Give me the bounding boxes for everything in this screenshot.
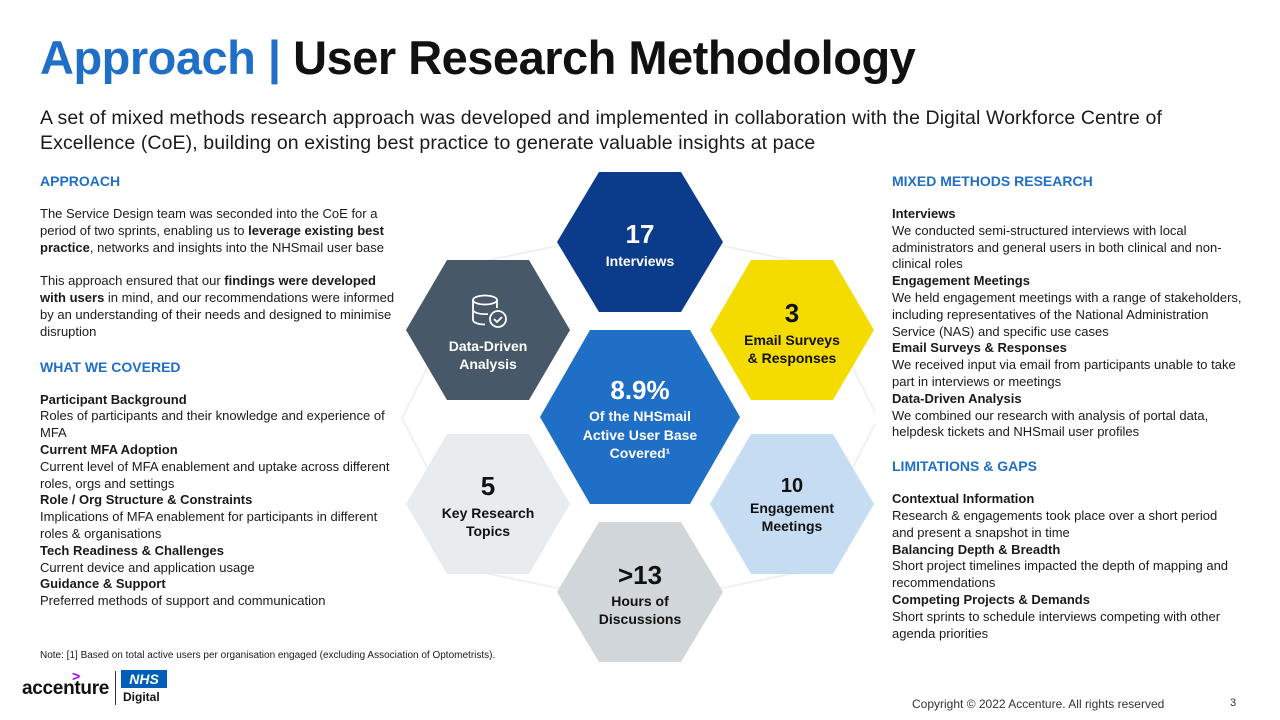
- hex-key-research-topics: [406, 434, 570, 574]
- item-body: Current level of MFA enablement and upta…: [40, 458, 390, 491]
- hexagon-cluster: 17 Interviews 3 Email Surveys & Response…: [400, 172, 875, 662]
- hex-data-driven-analysis: [406, 260, 570, 400]
- database-check-icon: [472, 294, 507, 328]
- list-item: Balancing Depth & Breadth Short project t…: [892, 542, 1242, 592]
- limitations-list: Contextual Information Research & engagem…: [892, 491, 1242, 642]
- list-item: Contextual Information Research & engagem…: [892, 491, 1242, 541]
- hex-meetings-label-2: Meetings: [762, 518, 823, 534]
- hex-surveys-label-2: & Responses: [748, 350, 837, 366]
- list-item: Role / Org Structure & Constraints Implic…: [40, 492, 400, 542]
- hex-interviews: [557, 172, 723, 312]
- hex-engagement-meetings: [710, 434, 874, 574]
- nhs-logo: NHS: [121, 670, 167, 688]
- limitations-heading: LIMITATIONS & GAPS: [892, 458, 1037, 475]
- page-subtitle: A set of mixed methods research approach…: [40, 107, 1162, 154]
- mixed-methods-heading: MIXED METHODS RESEARCH: [892, 173, 1093, 189]
- footnote: Note: [1] Based on total active users pe…: [40, 650, 496, 661]
- item-head: Participant Background: [40, 391, 187, 407]
- title-approach: Approach: [40, 31, 256, 84]
- hex-center-number: 8.9%: [610, 375, 669, 405]
- logo-divider: [115, 671, 116, 705]
- hex-topics-label-2: Topics: [466, 523, 510, 539]
- hex-topics-label-1: Key Research: [442, 505, 535, 521]
- p1-text-c: , networks and insights into the NHSmail…: [89, 239, 384, 255]
- hex-meetings-number: 10: [781, 475, 803, 497]
- list-item: Data-Driven Analysis We combined our rese…: [892, 391, 1242, 441]
- hex-surveys-number: 3: [785, 298, 799, 328]
- p1-text-a: The Service Design team was seconded int…: [40, 206, 378, 238]
- page-number: 3: [1230, 697, 1237, 709]
- item-body: We received input via email from partici…: [892, 357, 1236, 389]
- p2-text-c: in mind, and our recommendations were in…: [40, 290, 395, 339]
- item-head: Guidance & Support: [40, 576, 166, 592]
- hex-analysis-label-1: Data-Driven: [449, 338, 528, 354]
- item-body: We conducted semi-structured interviews …: [892, 222, 1222, 272]
- logos: > accenture NHS Digital: [20, 668, 180, 708]
- hex-interviews-number: 17: [626, 219, 655, 249]
- item-head: Competing Projects & Demands: [892, 591, 1090, 607]
- list-item: Engagement Meetings We held engagement me…: [892, 273, 1242, 340]
- left-column: APPROACH The Service Design team was sec…: [40, 172, 400, 610]
- list-item: Email Surveys & Responses We received inp…: [892, 340, 1242, 390]
- covered-heading: WHAT WE COVERED: [40, 358, 181, 375]
- hex-center-coverage: [540, 330, 740, 504]
- item-head: Interviews: [892, 206, 956, 221]
- hex-center-label-1: Of the NHSmail: [589, 408, 691, 424]
- list-item: Current MFA Adoption Current level of MFA…: [40, 442, 400, 492]
- hex-center-label-3: Covered¹: [610, 445, 671, 461]
- item-body: Implications of MFA enablement for parti…: [40, 509, 378, 541]
- item-body: Roles of participants and their knowledg…: [40, 408, 385, 441]
- hex-center-label-2: Active User Base: [583, 427, 698, 443]
- title-main: User Research Methodology: [293, 31, 916, 84]
- hex-hours-number: >13: [618, 560, 662, 590]
- item-head: Balancing Depth & Breadth: [892, 541, 1061, 557]
- item-head: Tech Readiness & Challenges: [40, 542, 224, 558]
- list-item: Tech Readiness & Challenges Current devic…: [40, 543, 400, 577]
- accenture-logo: accenture: [22, 678, 110, 699]
- hex-email-surveys: [710, 260, 874, 400]
- item-body: Preferred methods of support and communi…: [40, 593, 326, 609]
- approach-paragraph-1: The Service Design team was seconded int…: [40, 206, 400, 256]
- nhs-digital-label: Digital: [123, 690, 160, 704]
- hex-interviews-label: Interviews: [606, 253, 675, 269]
- item-body: We combined our research with analysis o…: [892, 407, 1209, 440]
- page-title: Approach | User Research Methodology: [40, 30, 916, 85]
- covered-list: Participant Background Roles of participa…: [40, 392, 400, 610]
- title-separator: |: [255, 31, 294, 84]
- approach-heading: APPROACH: [40, 173, 121, 189]
- list-item: Guidance & Support Preferred methods of s…: [40, 576, 400, 610]
- item-head: Contextual Information: [892, 491, 1035, 507]
- hex-hours-label-1: Hours of: [611, 593, 669, 609]
- hex-hours-discussions: [557, 522, 723, 662]
- item-body: Current device and application usage: [40, 559, 255, 575]
- item-body: Short project timelines impacted the dep…: [892, 558, 1229, 591]
- item-head: Data-Driven Analysis: [892, 390, 1022, 406]
- hex-meetings-label-1: Engagement: [750, 500, 834, 516]
- item-head: Email Surveys & Responses: [892, 340, 1067, 356]
- p1-text-bold: leverage existing best practice: [40, 222, 384, 255]
- item-body: Short sprints to schedule interviews com…: [892, 608, 1221, 641]
- item-head: Role / Org Structure & Constraints: [40, 492, 253, 508]
- hex-surveys-label-1: Email Surveys: [744, 332, 840, 348]
- right-column: MIXED METHODS RESEARCH Interviews We cond…: [892, 172, 1242, 642]
- item-head: Engagement Meetings: [892, 273, 1030, 289]
- item-body: Research & engagements took place over a…: [892, 507, 1218, 540]
- accenture-mark-icon: >: [72, 668, 81, 684]
- hex-topics-number: 5: [481, 471, 495, 501]
- copyright: Copyright © 2022 Accenture. All rights r…: [912, 697, 1165, 711]
- mixed-methods-list: Interviews We conducted semi-structured i…: [892, 206, 1242, 441]
- list-item: Participant Background Roles of participa…: [40, 392, 400, 442]
- hex-hours-label-2: Discussions: [599, 611, 682, 627]
- list-item: Interviews We conducted semi-structured i…: [892, 206, 1242, 273]
- p2-text-bold: findings were developed with users: [40, 273, 376, 306]
- approach-paragraph-2: This approach ensured that our findings …: [40, 273, 400, 340]
- item-head: Current MFA Adoption: [40, 441, 178, 457]
- item-body: We held engagement meetings with a range…: [892, 289, 1242, 339]
- p2-text-a: This approach ensured that our: [40, 273, 225, 289]
- hex-analysis-label-2: Analysis: [459, 356, 517, 372]
- list-item: Competing Projects & Demands Short sprint…: [892, 592, 1242, 642]
